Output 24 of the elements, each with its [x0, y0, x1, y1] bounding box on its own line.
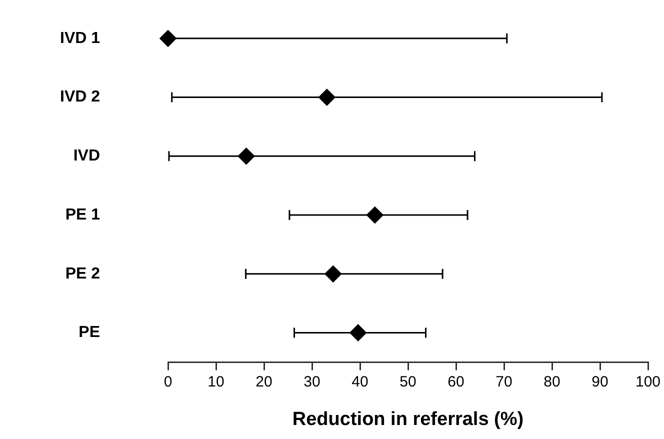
- point: [318, 88, 336, 106]
- x-tick-label: 70: [496, 373, 512, 390]
- point: [366, 206, 384, 224]
- y-tick-label: PE 1: [65, 206, 100, 224]
- point: [350, 324, 367, 342]
- x-tick-label: 60: [448, 373, 464, 390]
- x-tick-label: 0: [164, 373, 172, 390]
- x-tick-label: 20: [256, 373, 272, 390]
- x-tick-label: 90: [592, 373, 608, 390]
- y-tick-label: IVD 2: [60, 88, 100, 106]
- point: [238, 148, 255, 165]
- y-tick-label: IVD: [73, 148, 100, 165]
- y-tick-label: PE: [78, 324, 100, 342]
- y-tick-label: IVD 1: [60, 30, 100, 47]
- x-axis-title: Reduction in referrals (%): [292, 408, 524, 430]
- x-tick-label: 100: [635, 373, 661, 390]
- x-tick-label: 80: [544, 373, 560, 390]
- x-tick-label: 30: [304, 373, 320, 390]
- point: [160, 30, 177, 47]
- x-tick-label: 50: [400, 373, 416, 390]
- point: [324, 265, 342, 282]
- y-tick-label: PE 2: [65, 265, 100, 282]
- x-tick-label: 10: [208, 373, 224, 390]
- x-tick-label: 40: [352, 373, 368, 390]
